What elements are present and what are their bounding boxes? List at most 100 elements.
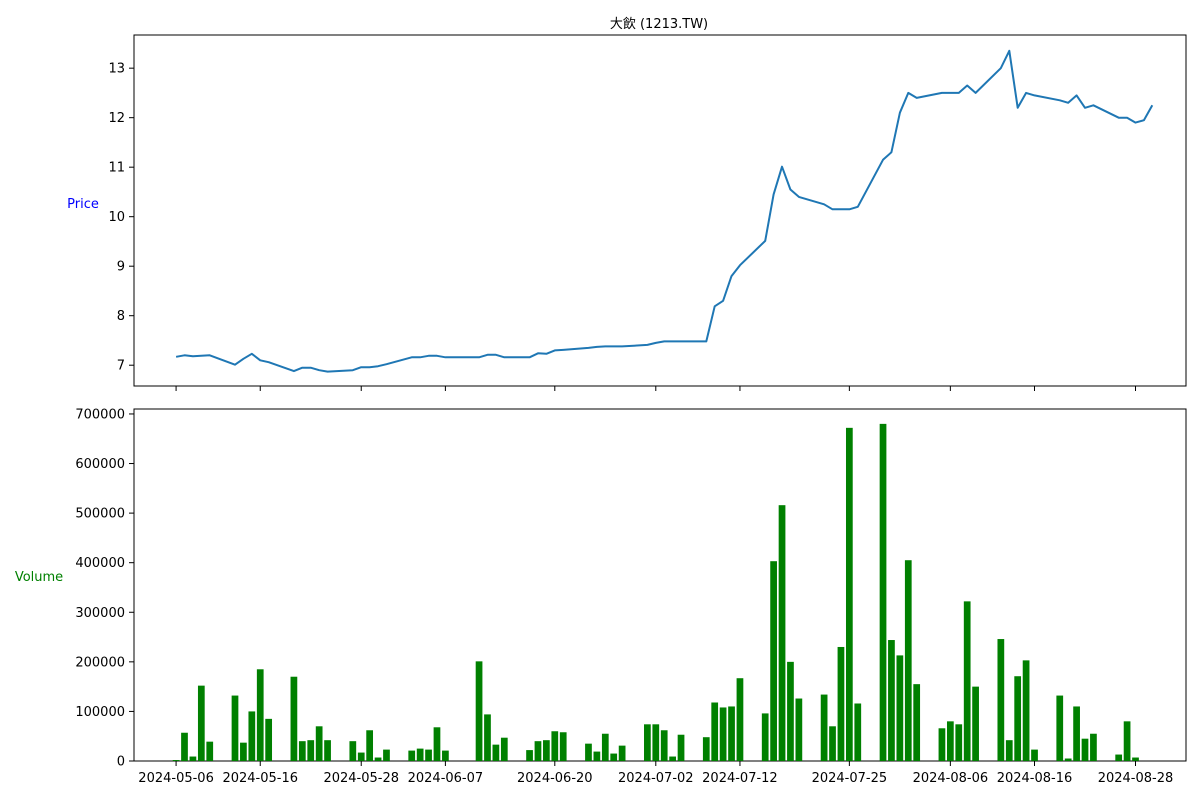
volume-bar (955, 724, 963, 761)
volume-bar (1073, 706, 1080, 761)
volume-bar (206, 741, 214, 761)
volume-bar (896, 655, 904, 761)
volume-bar (795, 698, 803, 761)
volume-bar (189, 756, 197, 761)
volume-bar (618, 745, 626, 761)
volume-y-tick-label: 300000 (75, 606, 125, 621)
volume-bar (197, 685, 205, 761)
volume-x-tick-label: 2024-08-28 (1098, 771, 1174, 786)
volume-bar (1056, 695, 1064, 761)
volume-bar (1123, 721, 1131, 761)
volume-bar (357, 752, 365, 761)
volume-bar (1031, 749, 1038, 761)
price-y-ticks: 7 8 9 10 11 12 13 (108, 62, 134, 374)
price-x-ticks (175, 386, 1137, 391)
volume-bar (1081, 738, 1089, 761)
price-y-tick-label: 13 (108, 62, 125, 77)
volume-x-tick-label: 2024-08-06 (913, 771, 989, 786)
price-y-tick-label: 10 (108, 210, 125, 225)
volume-y-tick-label: 200000 (75, 655, 125, 670)
volume-x-tick-label: 2024-06-07 (408, 771, 484, 786)
volume-axes-frame (133, 408, 1187, 762)
volume-bar (290, 676, 298, 761)
volume-bar (298, 741, 306, 761)
price-y-tick-label: 7 (117, 359, 125, 374)
price-chart: Price 7 8 9 10 11 12 13 (67, 34, 1187, 391)
volume-bar (1132, 757, 1139, 761)
volume-bar (366, 730, 374, 761)
price-y-tick-label: 12 (108, 111, 125, 126)
volume-bar (315, 726, 323, 761)
volume-bar (761, 713, 769, 761)
volume-bar (728, 706, 735, 761)
volume-bar (559, 732, 567, 761)
volume-bar (644, 724, 651, 761)
price-y-tick-label: 8 (117, 309, 125, 324)
volume-x-tick-label: 2024-05-16 (222, 771, 298, 786)
volume-y-tick-label: 500000 (75, 507, 125, 522)
volume-bar (1005, 740, 1013, 761)
volume-y-tick-label: 100000 (75, 705, 125, 720)
volume-bar (1064, 758, 1072, 761)
volume-bar (820, 694, 828, 761)
volume-bar (484, 714, 491, 761)
price-y-tick-label: 11 (108, 161, 125, 176)
volume-bar (172, 760, 180, 761)
volume-x-tick-label: 2024-05-28 (323, 771, 399, 786)
volume-bar (256, 669, 264, 761)
volume-bar (593, 751, 601, 761)
volume-bar (736, 678, 744, 761)
volume-bar (374, 757, 382, 761)
volume-x-tick-label: 2024-07-25 (812, 771, 888, 786)
volume-x-ticks: 2024-05-06 2024-05-16 2024-05-28 2024-06-07… (138, 761, 1173, 786)
volume-bar (383, 749, 390, 761)
volume-bar (425, 749, 432, 761)
volume-bar (1115, 754, 1123, 761)
volume-bar (231, 695, 239, 761)
volume-bar (265, 718, 273, 761)
volume-bar (677, 734, 685, 761)
volume-bar (913, 684, 921, 761)
volume-x-tick-label: 2024-07-12 (702, 771, 778, 786)
volume-bar (433, 727, 441, 761)
volume-bar (1022, 660, 1030, 761)
volume-bar (307, 740, 315, 761)
volume-bar (442, 750, 449, 761)
volume-y-tick-label: 400000 (75, 556, 125, 571)
volume-bar (963, 601, 971, 761)
volume-y-ticks: 0 100000 200000 300000 400000 500000 600000 700… (75, 407, 134, 770)
volume-bar (711, 702, 719, 761)
figure-title: 大飲 (1213.TW) (610, 16, 708, 32)
volume-bar (938, 728, 946, 761)
volume-bar (946, 721, 954, 761)
volume-bar (719, 707, 727, 761)
volume-bar (1090, 733, 1097, 761)
volume-bar (416, 748, 424, 761)
volume-bar (181, 732, 188, 761)
volume-bar (879, 423, 887, 761)
volume-bar (526, 750, 533, 761)
volume-x-tick-label: 2024-05-06 (138, 771, 214, 786)
volume-bar (500, 737, 508, 761)
volume-y-tick-label: 0 (117, 755, 125, 770)
price-ylabel: Price (67, 197, 99, 212)
volume-bar (349, 741, 357, 761)
volume-bar (778, 505, 786, 761)
volume-bars (172, 423, 1139, 761)
volume-y-tick-label: 700000 (75, 407, 125, 422)
volume-bar (543, 740, 550, 761)
volume-bar (652, 724, 660, 761)
volume-bar (770, 561, 777, 761)
volume-bar (551, 731, 559, 761)
volume-bar (324, 740, 331, 761)
volume-bar (492, 744, 500, 761)
volume-bar (1014, 676, 1022, 761)
volume-bar (601, 733, 609, 761)
volume-ylabel: Volume (15, 570, 63, 585)
volume-bar (837, 646, 845, 761)
volume-bar (787, 661, 794, 761)
volume-x-tick-label: 2024-07-02 (618, 771, 694, 786)
volume-bar (669, 756, 676, 761)
volume-bar (248, 711, 256, 761)
volume-bar (660, 730, 668, 761)
